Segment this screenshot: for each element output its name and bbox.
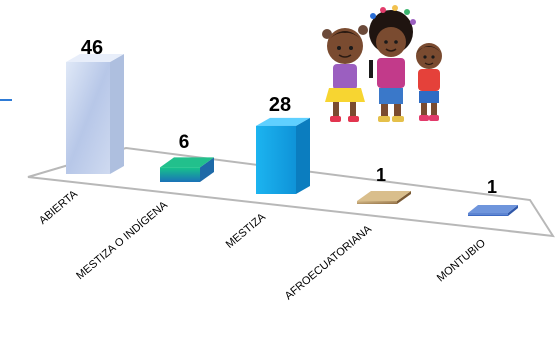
value-label: 1 xyxy=(487,177,497,197)
bar-side-face xyxy=(508,205,518,216)
category-label: ABIERTA xyxy=(37,188,80,227)
girl-left-figure xyxy=(322,25,368,122)
category-label: AFROECUATORIANA xyxy=(283,223,375,303)
bar-front-face xyxy=(160,167,200,182)
bar-mestiza xyxy=(256,117,310,194)
value-label: 6 xyxy=(179,132,190,153)
bar-side-face xyxy=(110,54,124,174)
girl-middle-figure xyxy=(369,5,416,122)
bar-front-face xyxy=(357,201,397,204)
category-label: MESTIZA O INDÍGENA xyxy=(74,198,171,282)
value-label: 28 xyxy=(269,94,291,116)
bar-top-face xyxy=(357,191,411,201)
bar-top-face xyxy=(468,205,518,213)
bar-side-face xyxy=(296,117,310,194)
children-cartoon-illustration xyxy=(322,5,442,122)
bar-top-face xyxy=(160,157,214,168)
boy-right-figure xyxy=(416,43,442,121)
bar-abierta xyxy=(66,54,124,174)
bar-top-face xyxy=(66,54,124,62)
bar-mestiza-o-indígena xyxy=(160,157,214,182)
category-label: MONTUBIO xyxy=(435,237,488,285)
bar-montubio xyxy=(468,205,518,216)
value-label: 46 xyxy=(81,37,103,59)
value-labels-group: 46 6 28 1 1 xyxy=(81,37,497,197)
bars-group xyxy=(66,54,518,216)
value-label: 1 xyxy=(376,165,386,185)
bar-front-face xyxy=(66,62,110,174)
bar-front-face xyxy=(256,125,296,194)
bar-top-face xyxy=(256,117,310,126)
bar-front-face xyxy=(468,213,508,216)
bar-afroecuatoriana xyxy=(357,191,411,204)
category-label: MESTIZA xyxy=(224,211,269,251)
bar-side-face xyxy=(397,191,411,204)
bar-side-face xyxy=(200,157,214,182)
